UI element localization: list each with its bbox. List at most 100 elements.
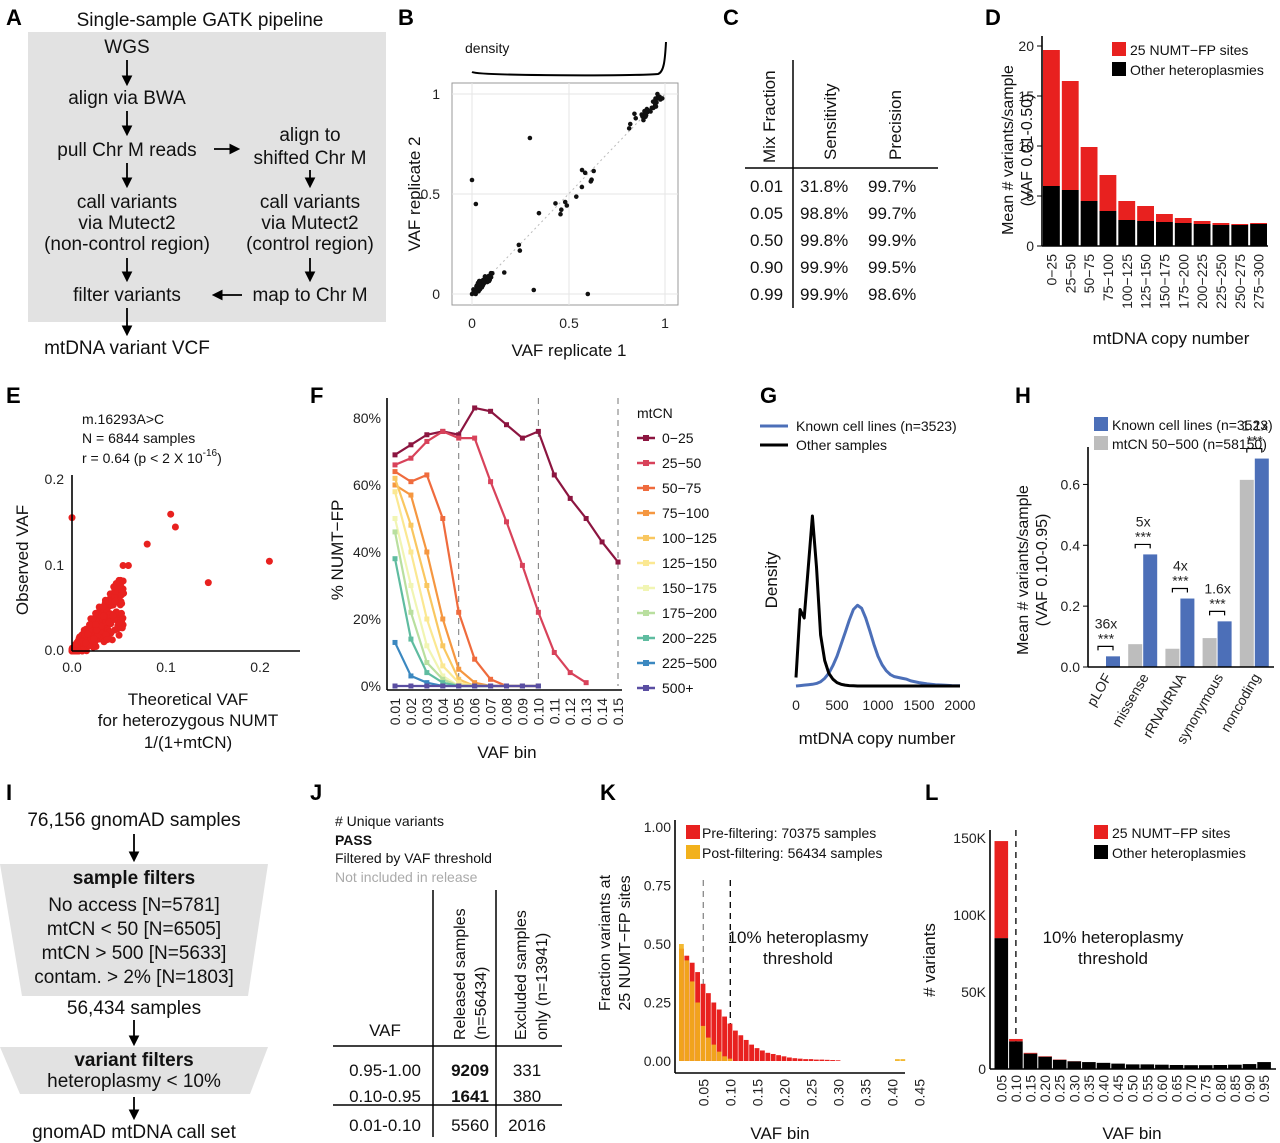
f-legend-label: 75−100 <box>662 505 709 521</box>
k-bar <box>695 1002 700 1061</box>
k-bar <box>727 1023 733 1061</box>
k-bar <box>787 1057 792 1061</box>
f-legend-label: 100−125 <box>662 530 717 546</box>
panel-label-k: K <box>600 780 616 805</box>
f-legend-label: 500+ <box>662 680 694 696</box>
j-cell-excluded: 380 <box>513 1087 541 1106</box>
k-xtick: 0.35 <box>857 1079 873 1106</box>
f-legend-marker <box>643 660 649 666</box>
f-point <box>615 559 621 565</box>
f-point <box>424 583 430 588</box>
h-bar <box>1202 638 1217 667</box>
k-bar <box>722 1016 727 1061</box>
f-point <box>392 482 398 488</box>
f-point <box>408 479 414 485</box>
scatter-point <box>585 291 591 297</box>
h-stars: *** <box>1098 630 1115 646</box>
d-legend-red-swatch <box>1112 42 1126 56</box>
j-cell-released: 1641 <box>451 1087 489 1106</box>
f-point <box>392 516 398 521</box>
c-cell-sens: 31.8% <box>800 177 848 196</box>
scatter-point <box>562 199 568 205</box>
panel-e: E m.16293A>C N = 6844 samples r = 0.64 (… <box>6 383 300 752</box>
e-xtick-2: 0.2 <box>250 659 270 675</box>
d-bar-numt <box>1080 147 1098 201</box>
l-bar-other <box>1009 1041 1023 1069</box>
h-ylabel-1: Mean # variants/sample <box>1015 485 1032 655</box>
l-xtick: 0.35 <box>1081 1075 1097 1102</box>
f-xtick: 0.02 <box>403 698 419 725</box>
l-bar-other <box>1198 1065 1213 1069</box>
f-point <box>424 549 430 555</box>
f-point <box>392 452 398 458</box>
l-bar-other <box>1082 1062 1096 1069</box>
l-bar-other <box>1155 1064 1169 1069</box>
l-xtick: 0.20 <box>1037 1075 1053 1102</box>
f-point <box>535 428 541 434</box>
k-bar <box>722 1056 727 1061</box>
l-bar-other <box>1067 1061 1082 1069</box>
f-point <box>456 676 462 682</box>
d-bar-other <box>1118 220 1136 246</box>
k-bar <box>738 1035 744 1061</box>
k-bar <box>900 1059 906 1061</box>
f-point <box>488 479 494 485</box>
k-bar <box>743 1039 749 1061</box>
h-bracket <box>1134 543 1151 549</box>
c-cell-mix: 0.90 <box>750 258 783 277</box>
h-chart: ***36xpLOF***5xmissense***4xrRNA/tRNA***… <box>1061 418 1274 747</box>
c-head-sens: Sensitivity <box>821 83 840 160</box>
panel-a: A Single-sample GATK pipeline WGS align … <box>6 5 386 359</box>
l-xtick: 0.30 <box>1066 1075 1082 1102</box>
d-xtick: 250−275 <box>1232 254 1248 309</box>
b-ytick-2: 1 <box>432 86 440 102</box>
l-xtick: 0.25 <box>1052 1075 1068 1102</box>
panel-l: L 0.050.100.150.200.250.300.350.400.450.… <box>920 780 1276 1143</box>
g-legend-1: Other samples <box>796 437 887 453</box>
f-point <box>392 462 398 468</box>
k-bar <box>733 1030 738 1061</box>
f-point <box>535 683 541 689</box>
k-bar <box>700 983 706 1061</box>
i-sample-item-0: No access [N=5781] <box>48 895 220 916</box>
k-bar <box>684 960 690 1061</box>
f-point <box>408 683 414 689</box>
panel-label-i: I <box>6 780 12 805</box>
panel-label-g: G <box>760 383 777 408</box>
f-xtick: 0.01 <box>387 698 403 725</box>
f-point <box>408 673 414 679</box>
k-bar <box>711 1044 717 1061</box>
scatter-point <box>655 91 660 97</box>
f-point <box>440 428 446 434</box>
d-xtick: 0−25 <box>1043 254 1059 286</box>
d-ytick: 20 <box>1018 38 1034 54</box>
step-pull-reads: pull Chr M reads <box>57 140 196 161</box>
step-filter: filter variants <box>73 285 181 306</box>
h-stars: *** <box>1247 433 1264 449</box>
f-xtick: 0.03 <box>419 698 435 725</box>
f-point <box>456 435 462 441</box>
h-bar <box>1239 479 1254 667</box>
i-sample-item-1: mtCN < 50 [N=6505] <box>47 919 221 940</box>
f-point <box>440 643 446 649</box>
f-point <box>392 683 398 689</box>
f-point <box>424 670 430 676</box>
e-ytick-1: 0.1 <box>45 557 65 573</box>
panel-h: H Known cell lines (n=3523) mtCN 50−500 … <box>1015 383 1274 747</box>
k-chart: 0.00 0.25 0.50 0.75 1.00 0.05 0.10 0.15 0.20 0.25… <box>644 819 928 1106</box>
step-call-c-1: call variants <box>260 192 360 213</box>
c-cell-prec: 99.9% <box>868 231 916 250</box>
f-point <box>408 609 414 615</box>
d-xtick: 150−175 <box>1156 254 1172 309</box>
scatter-point <box>643 114 648 120</box>
f-point <box>424 616 430 622</box>
h-legend-1: mtCN 50−500 (n=58150) <box>1112 436 1267 452</box>
scatter-point <box>481 279 486 285</box>
d-bar-other <box>1099 211 1117 246</box>
f-point <box>408 583 414 588</box>
f-legend-marker <box>643 510 649 516</box>
b-xlabel: VAF replicate 1 <box>512 341 627 360</box>
g-xtick: 500 <box>825 697 849 713</box>
f-point <box>567 495 573 501</box>
